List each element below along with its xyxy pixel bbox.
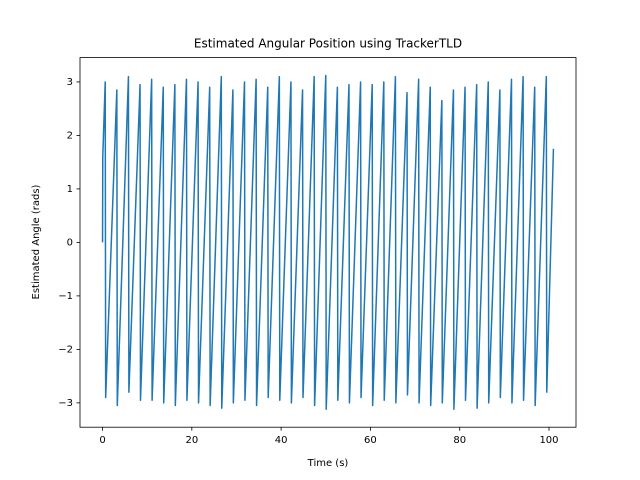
y-tick-label: −2: [58, 344, 73, 355]
y-axis-label: Estimated Angle (rads): [31, 184, 42, 299]
x-tick-label: 100: [539, 435, 558, 446]
y-tick-label: −1: [58, 291, 73, 302]
data-line: [101, 74, 555, 411]
y-tick-label: −3: [58, 398, 73, 409]
y-tick-label: 1: [67, 184, 73, 195]
x-tick-label: 80: [453, 435, 466, 446]
axes-frame: [79, 57, 577, 428]
x-tick-label: 60: [364, 435, 377, 446]
chart-title: Estimated Angular Position using Tracker…: [194, 37, 462, 51]
x-tick-label: 40: [275, 435, 288, 446]
x-tick-label: 0: [99, 435, 105, 446]
y-tick-label: 3: [67, 77, 73, 88]
x-tick-label: 20: [185, 435, 198, 446]
y-tick-label: 0: [67, 237, 73, 248]
y-tick-label: 2: [67, 130, 73, 141]
x-axis-label: Time (s): [307, 458, 349, 469]
